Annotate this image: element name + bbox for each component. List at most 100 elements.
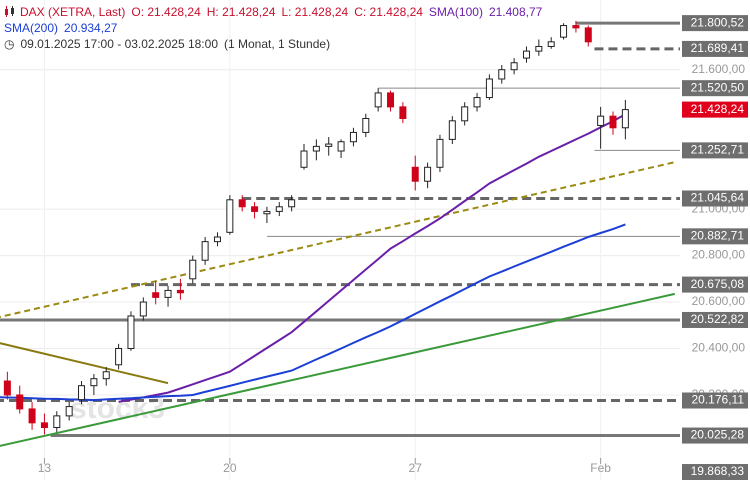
candle-body	[535, 45, 543, 52]
candle-body	[399, 106, 407, 119]
x-tick-label: 27	[409, 461, 423, 475]
candle-body	[448, 120, 456, 140]
level-label: 21.800,52	[691, 15, 745, 29]
level-box	[682, 15, 748, 32]
open: O: 21.428,24	[131, 5, 201, 19]
candle-body	[102, 371, 110, 380]
low: L: 21.428,24	[281, 5, 349, 19]
candle-body	[90, 378, 98, 387]
legend-row: DAX (XETRA, Last) O: 21.428,24 H: 21.428,2…	[4, 4, 548, 20]
legend-name: SMA(200)	[4, 21, 59, 35]
candle-body	[263, 210, 271, 215]
candle-body	[275, 206, 283, 212]
x-tick-label: 13	[38, 461, 52, 475]
legend-value: 21.408,77	[488, 5, 543, 19]
candle-body	[16, 394, 24, 410]
level-label: 20.176,11	[692, 393, 745, 407]
candle-body	[547, 41, 555, 47]
candle-body	[78, 385, 86, 401]
candle-body	[362, 117, 370, 133]
trendline	[0, 161, 676, 318]
y-tick-label: 20.400,00	[692, 341, 746, 355]
level-box	[682, 80, 748, 97]
candle-body	[238, 199, 246, 208]
level-label: 21.689,41	[691, 41, 745, 55]
level-label: 20.522,82	[691, 312, 745, 326]
level-box	[682, 40, 748, 57]
candle-body	[337, 141, 345, 152]
candle-body	[139, 301, 147, 317]
level-box	[682, 142, 748, 159]
candle-body	[300, 150, 308, 168]
candle-body	[164, 289, 172, 298]
candle-body	[473, 97, 481, 108]
candle-body	[411, 166, 419, 182]
candle-body	[325, 143, 333, 147]
sma-line	[0, 223, 626, 402]
x-tick-label: 20	[223, 461, 237, 475]
candle-body	[28, 408, 36, 424]
candle-body	[226, 199, 234, 233]
legend-row: SMA(200) 20.934,27	[4, 20, 548, 36]
candle-body	[498, 69, 506, 80]
candle-body	[115, 347, 123, 366]
y-tick-label: 20.800,00	[692, 248, 746, 262]
candle-body	[485, 78, 493, 99]
interval: (1 Monat, 1 Stunde)	[224, 37, 331, 51]
level-box	[682, 190, 748, 207]
level-box	[682, 228, 748, 245]
level-label: 20.025,28	[691, 428, 745, 442]
period: 09.01.2025 17:00 - 03.02.2025 18:00	[20, 37, 218, 51]
candle-body	[461, 106, 469, 122]
level-label: 21.252,71	[691, 143, 745, 157]
level-box	[682, 464, 748, 480]
high: H: 21.428,24	[206, 5, 276, 19]
last-price-box	[682, 101, 748, 118]
candle-body	[349, 131, 357, 143]
level-label: 21.520,50	[691, 80, 745, 94]
level-label: 21.045,64	[691, 191, 745, 205]
candle-body	[424, 166, 432, 182]
legend-name: SMA(100)	[428, 5, 483, 19]
trendline	[0, 342, 169, 385]
candle-body	[436, 138, 444, 168]
candle-body	[152, 292, 160, 298]
candle-body	[127, 315, 135, 349]
sma-line	[118, 113, 626, 403]
candle-icon	[5, 6, 14, 17]
candle-body	[510, 62, 518, 71]
legend: DAX (XETRA, Last) O: 21.428,24 H: 21.428,2…	[4, 4, 548, 52]
level-label: 20.675,08	[691, 277, 745, 291]
candle-body	[176, 289, 184, 294]
level-box	[682, 276, 748, 293]
candle-body	[560, 25, 568, 38]
candle-body	[522, 50, 530, 59]
candle-body	[609, 115, 617, 129]
level-box	[682, 427, 748, 444]
candle-body	[251, 206, 259, 212]
last-price-label: 21.428,24	[691, 102, 745, 116]
clock-icon: ◷	[4, 37, 15, 51]
y-tick-label: 20.600,00	[692, 294, 746, 308]
candle-body	[201, 241, 209, 261]
candle-body	[189, 259, 197, 280]
candle-body	[288, 199, 296, 208]
symbol: DAX (XETRA, Last)	[20, 5, 126, 19]
level-box	[682, 311, 748, 328]
y-tick-label: 21.600,00	[692, 62, 746, 76]
candle-body	[40, 422, 48, 428]
candle-body	[3, 380, 11, 396]
candle-body	[53, 415, 61, 428]
candle-body	[374, 92, 382, 108]
candle-body	[213, 236, 221, 243]
close: C: 21.428,24	[354, 5, 423, 19]
level-label: 19.868,33	[691, 464, 745, 478]
candle-body	[312, 145, 320, 152]
candle-body	[387, 92, 395, 108]
trendline	[0, 292, 676, 447]
legend-row: ◷ 09.01.2025 17:00 - 03.02.2025 18:00 (1 M…	[4, 36, 548, 52]
candle-body	[621, 109, 629, 129]
candle-body	[65, 406, 73, 417]
